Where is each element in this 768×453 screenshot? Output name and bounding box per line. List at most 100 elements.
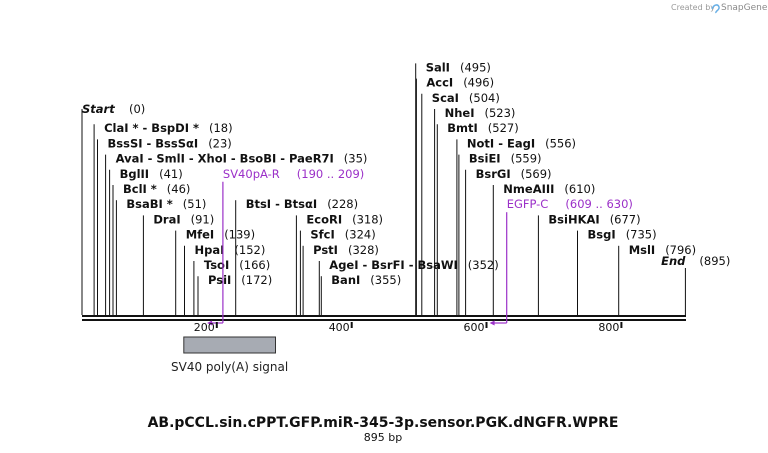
feature-sv40-poly-a-signal[interactable]: SV40 poly(A) signal bbox=[171, 336, 288, 374]
site-sali[interactable]: SalI (495) bbox=[415, 60, 491, 315]
plasmid-length: 895 bp bbox=[364, 431, 402, 444]
snapgene-logo-icon bbox=[711, 4, 720, 14]
site-position: (523) bbox=[485, 106, 516, 120]
site-label: PstI bbox=[313, 243, 338, 257]
site-position: (895) bbox=[699, 254, 730, 268]
primers: SV40pA-R (190 .. 209) EGFP-C (609 .. 630) bbox=[207, 167, 633, 326]
site-label: NmeAIII bbox=[503, 182, 554, 196]
site-label: BsiHKAI bbox=[548, 212, 599, 226]
site-label: BanI bbox=[331, 273, 360, 287]
primer-range: (190 .. 209) bbox=[297, 167, 365, 181]
ruler-tick-label: 800 bbox=[598, 321, 619, 334]
site-label: BglII bbox=[120, 167, 150, 181]
site-label: SalI bbox=[426, 60, 450, 74]
site-position: (18) bbox=[209, 121, 233, 135]
ruler-tick: 400 bbox=[329, 321, 353, 334]
ruler: 200 400 600 800 bbox=[194, 321, 623, 334]
site-bsabi[interactable]: BsaBI * (51) bbox=[115, 197, 207, 315]
site-position: (318) bbox=[352, 212, 383, 226]
site-bsssi-bsss-i[interactable]: BssSI - BssSαI (23) bbox=[97, 136, 232, 315]
site-bcli[interactable]: BclI * (46) bbox=[112, 182, 191, 315]
site-psti[interactable]: PstI (328) bbox=[302, 243, 379, 315]
site-msli[interactable]: MslI (796) bbox=[618, 243, 696, 315]
site-label: ScaI bbox=[432, 91, 459, 105]
primer-range: (609 .. 630) bbox=[565, 197, 633, 211]
site-label: EcoRI bbox=[306, 212, 342, 226]
site-label: BmtI bbox=[447, 121, 478, 135]
ruler-tick-label: 400 bbox=[329, 321, 350, 334]
site-position: (610) bbox=[564, 182, 595, 196]
site-position: (172) bbox=[241, 273, 272, 287]
site-end[interactable]: End (895) bbox=[661, 254, 730, 315]
site-position: (0) bbox=[129, 102, 145, 116]
ruler-tick: 800 bbox=[598, 321, 623, 334]
site-position: (355) bbox=[370, 273, 401, 287]
site-mfei[interactable]: MfeI (139) bbox=[175, 228, 255, 315]
site-label: SfcI bbox=[310, 228, 334, 242]
ruler-tick-label: 600 bbox=[464, 321, 485, 334]
site-sfci[interactable]: SfcI (324) bbox=[299, 228, 376, 315]
site-position: (556) bbox=[545, 136, 576, 150]
site-bmti[interactable]: BmtI (527) bbox=[436, 121, 519, 315]
site-position: (46) bbox=[167, 182, 191, 196]
site-position: (527) bbox=[488, 121, 519, 135]
credit-brand: SnapGene bbox=[721, 3, 768, 13]
site-bani[interactable]: BanI (355) bbox=[320, 273, 401, 315]
site-label: End bbox=[661, 254, 686, 268]
site-position: (352) bbox=[468, 258, 499, 272]
site-position: (328) bbox=[348, 243, 379, 257]
site-position: (91) bbox=[191, 212, 215, 226]
site-label: MslI bbox=[629, 243, 656, 257]
site-label: BsiEI bbox=[469, 152, 501, 166]
site-label: BssSI - BssSαI bbox=[108, 136, 199, 150]
site-label: BclI * bbox=[123, 182, 157, 196]
site-label: BtsI - BtsαI bbox=[246, 197, 317, 211]
site-position: (139) bbox=[224, 228, 255, 242]
site-position: (35) bbox=[344, 152, 368, 166]
site-bsrgi[interactable]: BsrGI (569) bbox=[465, 167, 552, 315]
site-position: (51) bbox=[183, 197, 207, 211]
site-psii[interactable]: PsiI (172) bbox=[197, 273, 272, 315]
site-position: (495) bbox=[460, 60, 491, 74]
site-btsi-bts-i[interactable]: BtsI - BtsαI (228) bbox=[235, 197, 358, 315]
site-bsiei[interactable]: BsiEI (559) bbox=[458, 152, 542, 315]
credit-prefix: Created by bbox=[671, 3, 715, 12]
site-position: (496) bbox=[463, 76, 494, 90]
site-bsihkai[interactable]: BsiHKAI (677) bbox=[537, 212, 641, 315]
site-position: (324) bbox=[345, 228, 376, 242]
features: SV40 poly(A) signal bbox=[171, 336, 288, 374]
site-label: PsiI bbox=[208, 273, 231, 287]
site-start[interactable]: Start (0) bbox=[81, 102, 145, 315]
site-label: HpaI bbox=[195, 243, 225, 257]
site-agei-bsrfi-bsawi[interactable]: AgeI - BsrFI - BsaWI (352) bbox=[318, 258, 499, 315]
site-bsgi[interactable]: BsgI (735) bbox=[577, 228, 657, 315]
site-avai-smli-xhoi-bsobi-paer7i[interactable]: AvaI - SmlI - XhoI - BsoBI - PaeR7I (35) bbox=[105, 152, 368, 315]
site-label: AgeI - BsrFI - BsaWI bbox=[329, 258, 458, 272]
primer-egfp-c[interactable]: EGFP-C (609 .. 630) bbox=[489, 197, 633, 326]
feature-label: SV40 poly(A) signal bbox=[171, 360, 288, 374]
site-position: (152) bbox=[234, 243, 265, 257]
site-label: AvaI - SmlI - XhoI - BsoBI - PaeR7I bbox=[116, 152, 334, 166]
site-ecori[interactable]: EcoRI (318) bbox=[295, 212, 383, 315]
site-scai[interactable]: ScaI (504) bbox=[421, 91, 500, 315]
primer-sv40pa-r[interactable]: SV40pA-R (190 .. 209) bbox=[207, 167, 364, 326]
site-hpai[interactable]: HpaI (152) bbox=[184, 243, 266, 315]
site-label: BsaBI * bbox=[126, 197, 172, 211]
ruler-tick: 200 bbox=[194, 321, 218, 334]
site-label: BsrGI bbox=[476, 167, 511, 181]
site-label: NotI - EagI bbox=[467, 136, 535, 150]
site-label: MfeI bbox=[186, 228, 215, 242]
site-bglii[interactable]: BglII (41) bbox=[109, 167, 183, 315]
feature-box bbox=[183, 336, 276, 354]
primer-label: EGFP-C bbox=[507, 197, 549, 211]
site-position: (504) bbox=[469, 91, 500, 105]
site-noti-eagi[interactable]: NotI - EagI (556) bbox=[456, 136, 576, 315]
site-nmeaiii[interactable]: NmeAIII (610) bbox=[492, 182, 595, 315]
site-drai[interactable]: DraI (91) bbox=[142, 212, 215, 315]
site-position: (23) bbox=[208, 136, 232, 150]
site-acci[interactable]: AccI (496) bbox=[415, 76, 494, 315]
site-position: (559) bbox=[511, 152, 542, 166]
site-nhei[interactable]: NheI (523) bbox=[434, 106, 516, 315]
site-position: (569) bbox=[521, 167, 552, 181]
site-clai-bspdi[interactable]: ClaI * - BspDI * (18) bbox=[93, 121, 233, 315]
